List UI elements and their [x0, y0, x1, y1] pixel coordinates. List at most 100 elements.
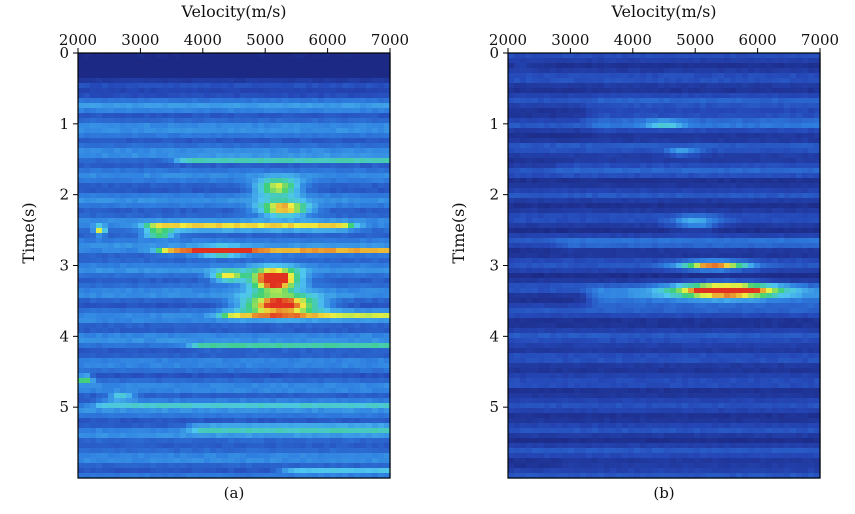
heatmap-cell — [294, 373, 301, 379]
heatmap-cell — [264, 438, 271, 444]
heatmap-cell — [210, 223, 217, 229]
heatmap-cell — [372, 393, 379, 399]
heatmap-cell — [138, 433, 145, 439]
heatmap-cell — [204, 418, 211, 424]
heatmap-cell — [318, 183, 325, 189]
heatmap-cell — [550, 78, 557, 84]
heatmap-cell — [312, 163, 319, 169]
heatmap-cell — [162, 208, 169, 214]
heatmap-cell — [628, 53, 635, 59]
heatmap-cell — [264, 88, 271, 94]
heatmap-cell — [258, 343, 265, 349]
heatmap-cell — [312, 333, 319, 339]
heatmap-cell — [96, 338, 103, 344]
heatmap-cell — [132, 258, 139, 264]
heatmap-cell — [180, 323, 187, 329]
heatmap-cell — [234, 373, 241, 379]
heatmap-cell — [288, 178, 295, 184]
heatmap-cell — [270, 158, 277, 164]
heatmap-cell — [282, 178, 289, 184]
heatmap-cell — [336, 213, 343, 219]
heatmap-cell — [532, 73, 539, 79]
heatmap-cell — [192, 228, 199, 234]
heatmap-cell — [324, 413, 331, 419]
heatmap-cell — [330, 158, 337, 164]
heatmap-cell — [724, 68, 731, 74]
heatmap-cell — [342, 418, 349, 424]
heatmap-cell — [360, 208, 367, 214]
heatmap-cell — [156, 63, 163, 69]
heatmap-cell — [294, 378, 301, 384]
heatmap-cell — [288, 338, 295, 344]
heatmap-cell — [204, 373, 211, 379]
heatmap-cell — [336, 208, 343, 214]
heatmap-cell — [312, 58, 319, 64]
heatmap-cell — [198, 243, 205, 249]
heatmap-cell — [246, 188, 253, 194]
heatmap-cell — [144, 293, 151, 299]
heatmap-cell — [360, 133, 367, 139]
heatmap-cell — [276, 393, 283, 399]
heatmap-cell — [138, 103, 145, 109]
heatmap-cell — [514, 78, 521, 84]
heatmap-cell — [360, 188, 367, 194]
heatmap-cell — [114, 388, 121, 394]
heatmap-cell — [216, 448, 223, 454]
heatmap-cell — [264, 103, 271, 109]
heatmap-cell — [366, 308, 373, 314]
heatmap-cell — [78, 378, 85, 384]
heatmap-cell — [270, 63, 277, 69]
heatmap-cell — [210, 123, 217, 129]
heatmap-cell — [348, 248, 355, 254]
heatmap-cell — [246, 343, 253, 349]
heatmap-cell — [216, 103, 223, 109]
heatmap-cell — [252, 368, 259, 374]
heatmap-cell — [258, 98, 265, 104]
heatmap-cell — [796, 93, 803, 99]
heatmap-cell — [264, 58, 271, 64]
heatmap-cell — [312, 158, 319, 164]
heatmap-cell — [192, 443, 199, 449]
heatmap-cell — [252, 118, 259, 124]
heatmap-cell — [204, 168, 211, 174]
heatmap-cell — [84, 178, 91, 184]
heatmap-cell — [78, 83, 85, 89]
heatmap-cell — [228, 108, 235, 114]
heatmap-cell — [288, 248, 295, 254]
heatmap-cell — [306, 203, 313, 209]
heatmap-cell — [712, 88, 719, 94]
heatmap-cell — [330, 348, 337, 354]
heatmap-cell — [138, 168, 145, 174]
heatmap-cell — [120, 393, 127, 399]
heatmap-cell — [126, 228, 133, 234]
heatmap-cell — [270, 208, 277, 214]
heatmap-cell — [192, 83, 199, 89]
heatmap-cell — [210, 243, 217, 249]
heatmap-cell — [90, 88, 97, 94]
heatmap-cell — [748, 93, 755, 99]
heatmap-cell — [384, 173, 391, 179]
heatmap-cell — [330, 248, 337, 254]
heatmap-cell — [300, 143, 307, 149]
heatmap-cell — [294, 353, 301, 359]
heatmap-cell — [384, 388, 391, 394]
heatmap-cell — [108, 343, 115, 349]
heatmap-cell — [384, 193, 391, 199]
heatmap-cell — [204, 453, 211, 459]
heatmap-cell — [78, 58, 85, 64]
heatmap-cell — [282, 213, 289, 219]
heatmap-cell — [126, 198, 133, 204]
heatmap-cell — [222, 78, 229, 84]
heatmap-cell — [228, 268, 235, 274]
heatmap-cell — [628, 63, 635, 69]
heatmap-cell — [294, 248, 301, 254]
heatmap-cell — [670, 58, 677, 64]
heatmap-cell — [354, 128, 361, 134]
heatmap-cell — [556, 83, 563, 89]
heatmap-cell — [180, 128, 187, 134]
heatmap-cell — [330, 438, 337, 444]
heatmap-cell — [288, 378, 295, 384]
heatmap-cell — [288, 373, 295, 379]
heatmap-cell — [342, 93, 349, 99]
heatmap-cell — [246, 393, 253, 399]
